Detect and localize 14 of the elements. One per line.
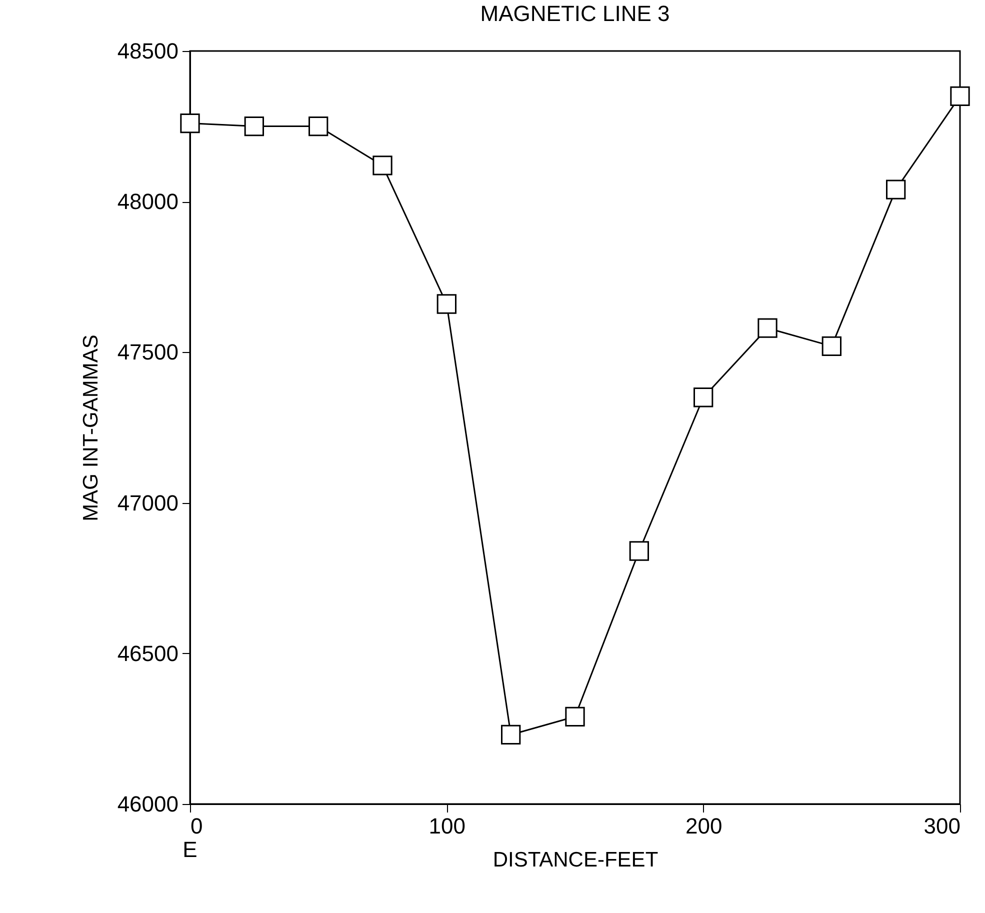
x-tick-label: 100 — [428, 814, 466, 838]
x-tick-label: 200 — [685, 814, 722, 838]
y-tick-label: 48500 — [117, 38, 178, 64]
x-tick-label: 300 — [924, 814, 960, 838]
y-tick-label: 47000 — [117, 490, 178, 516]
chart-title: MAGNETIC LINE 3 — [480, 1, 670, 26]
y-axis-title: MAG INT-GAMMAS — [79, 334, 102, 522]
x-axis-title: DISTANCE-FEET — [492, 848, 658, 872]
text: E — [182, 837, 198, 862]
y-tick-label: 48000 — [117, 189, 178, 214]
x-tick-label: 0 — [190, 814, 203, 838]
y-tick-label: 47500 — [117, 340, 178, 365]
y-tick-label: 46000 — [117, 792, 178, 816]
y-tick-label: 46500 — [117, 640, 178, 666]
